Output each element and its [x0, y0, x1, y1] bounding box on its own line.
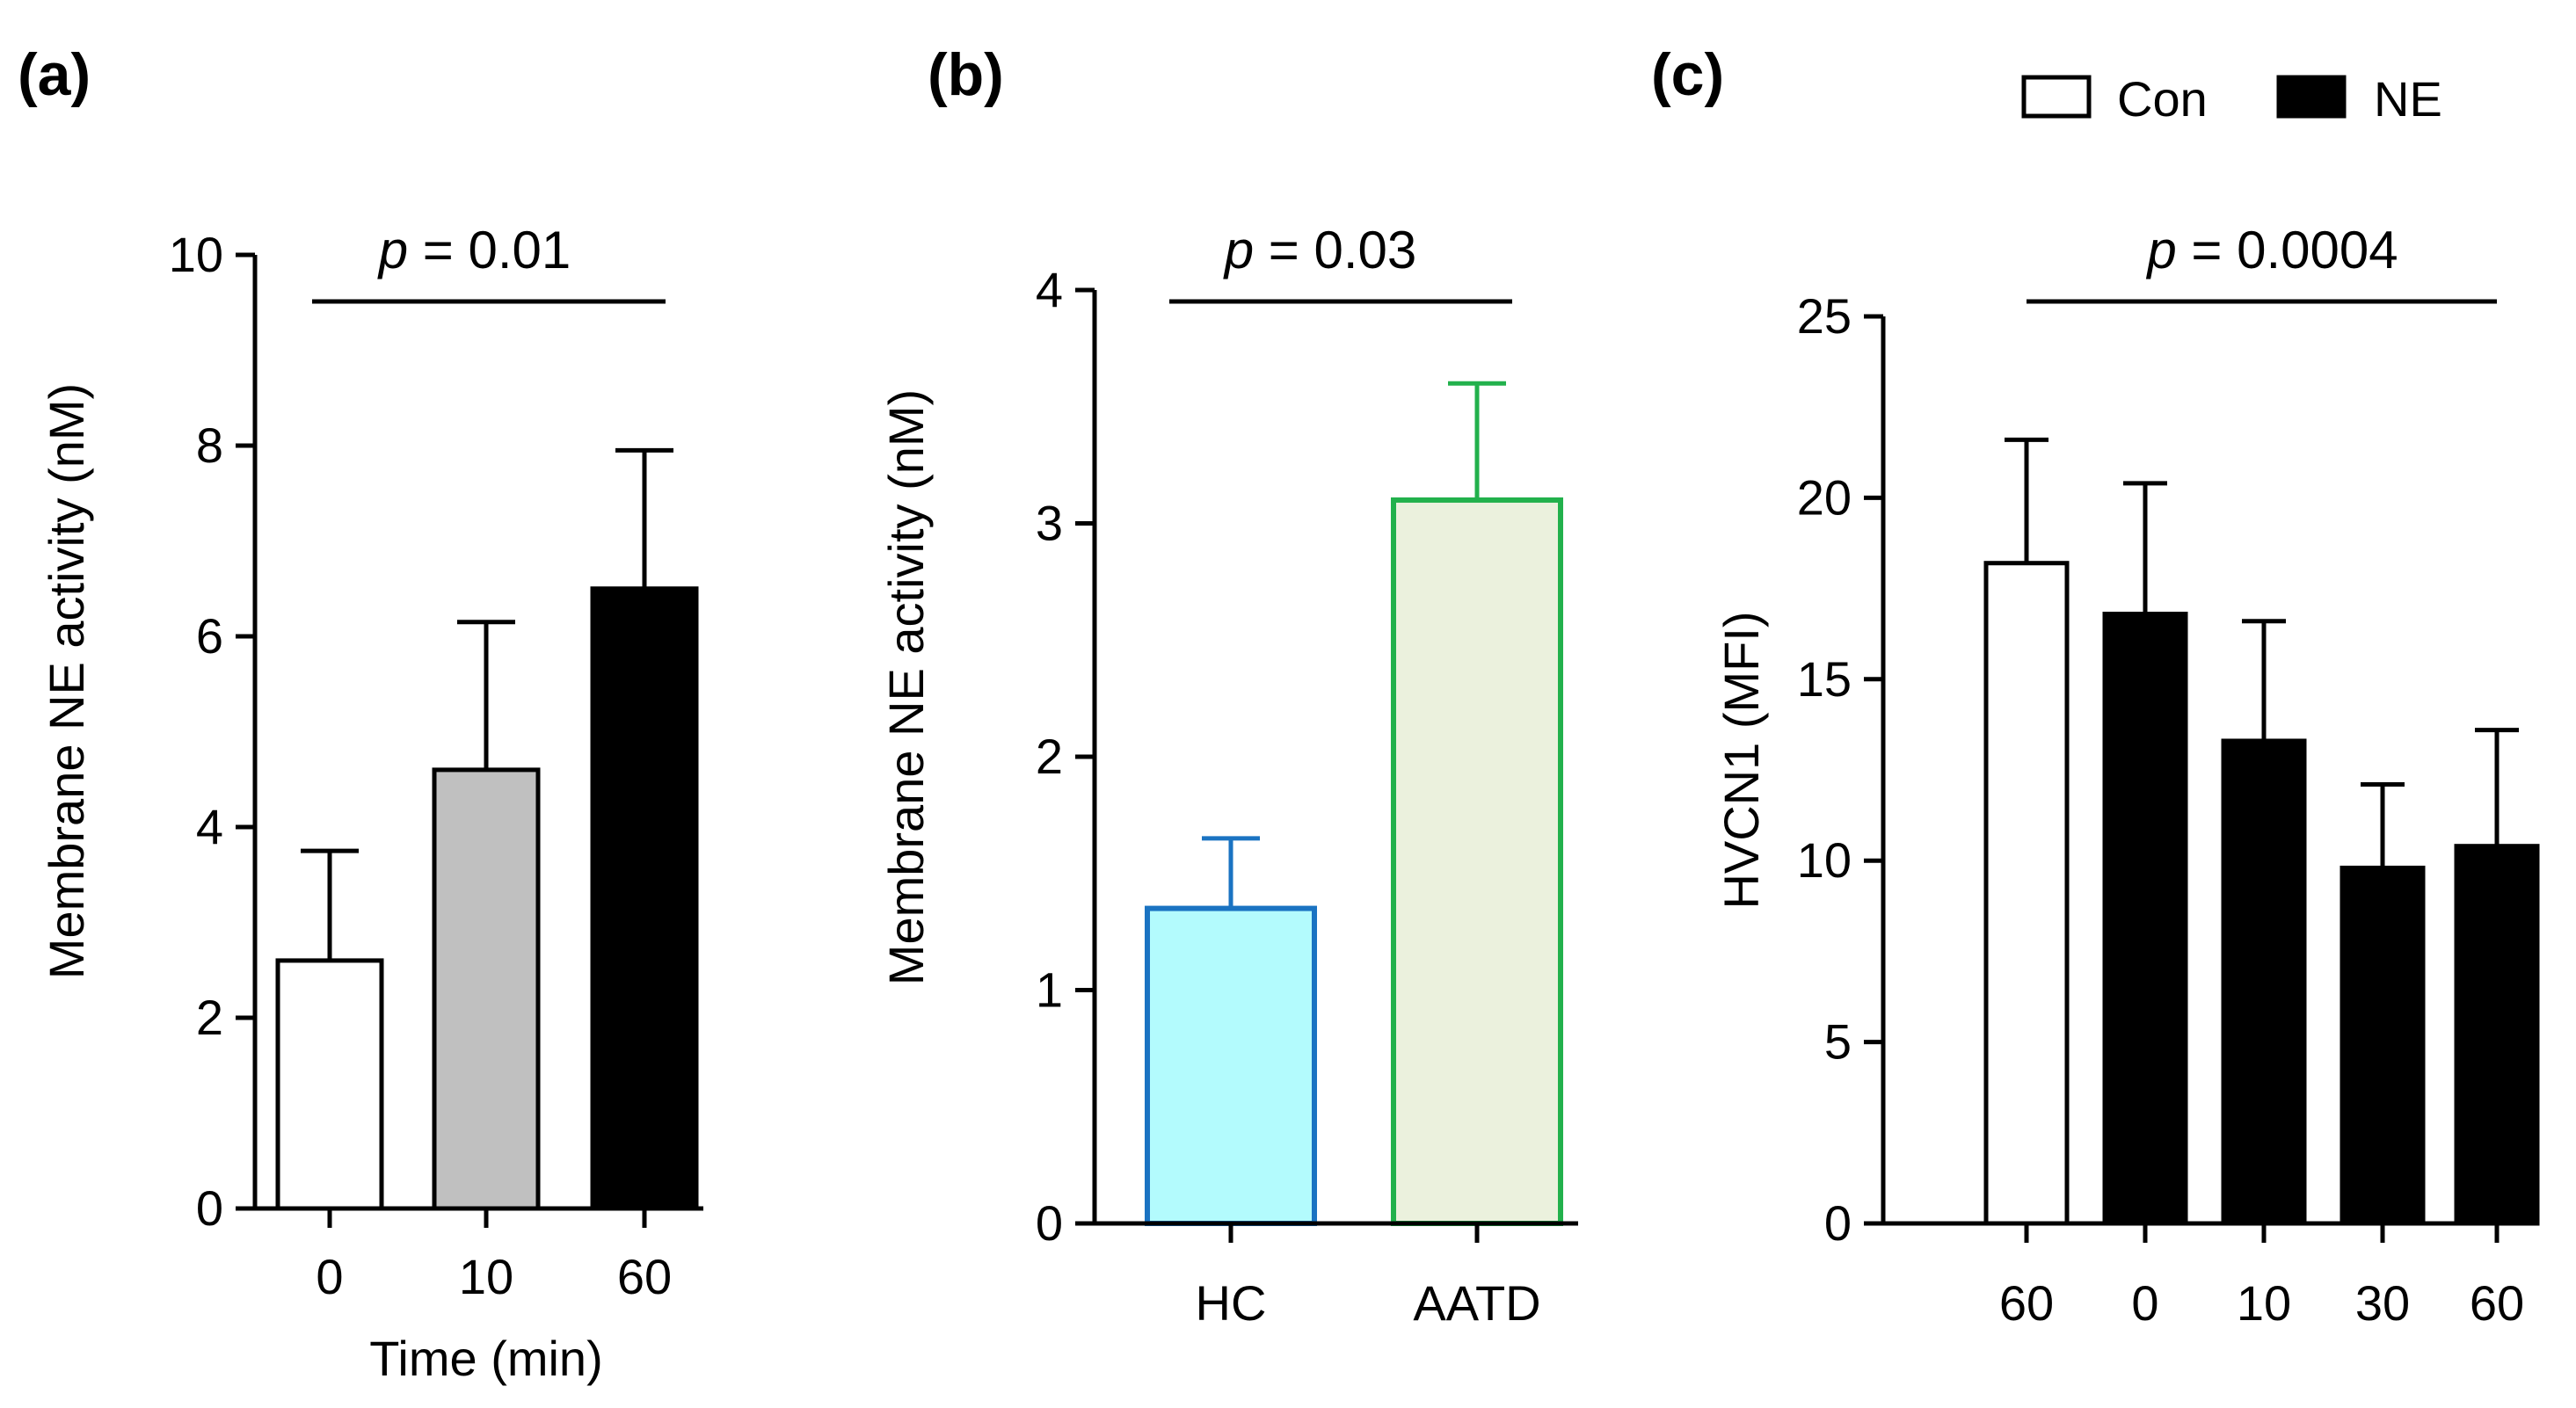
panel-c-y-tick-label: 15 — [1797, 651, 1852, 707]
panel-c-y-tick-label: 25 — [1797, 288, 1852, 344]
panel-c-bar — [2454, 844, 2540, 1226]
panel-b-x-tick-label: HC — [1196, 1275, 1267, 1331]
panel-b-y-tick-label: 4 — [1036, 262, 1063, 317]
panel-a-significance: p = 0.01 — [312, 221, 666, 304]
panel-a-errors — [301, 447, 673, 961]
panel-b-bar — [1145, 905, 1317, 1226]
panel-c-x-tick-label: 0 — [2131, 1275, 2158, 1331]
panel-c-bar — [1983, 561, 2070, 1226]
panel-b-y-tick-label: 1 — [1036, 962, 1063, 1018]
panel-c-xticks: 60 0 10 30 60 — [1999, 1223, 2524, 1331]
panel-b-p-value: p = 0.03 — [1223, 221, 1417, 279]
panel-b-bar — [1391, 497, 1563, 1226]
panel-b-yticks: 0 1 2 3 4 — [1036, 262, 1095, 1251]
panel-a-y-axis-title: Membrane NE activity (nM) — [39, 383, 94, 979]
panel-c-y-tick-label: 20 — [1797, 469, 1852, 525]
panel-c-letter: (c) — [1651, 41, 1724, 108]
panel-c-bar — [2221, 738, 2307, 1226]
panel-a-x-tick-label: 10 — [459, 1249, 513, 1304]
panel-a-y-tick-label: 4 — [196, 799, 223, 854]
panel-b-y-tick-label: 0 — [1036, 1195, 1063, 1251]
panel-c-y-tick-label: 10 — [1797, 832, 1852, 888]
panel-a-y-tick-label: 10 — [169, 227, 223, 282]
panel-a-xticks: 0 10 60 — [316, 1208, 672, 1304]
panel-a-x-axis-title: Time (min) — [369, 1331, 602, 1386]
panel-c-bar — [2340, 865, 2426, 1226]
panel-b-y-tick-label: 2 — [1036, 729, 1063, 784]
panel-c-y-tick-label: 0 — [1824, 1195, 1852, 1251]
panel-c-p-value: p = 0.0004 — [2145, 221, 2398, 279]
panel-c-legend: Con NE — [2021, 71, 2442, 127]
panel-b-x-tick-label: AATD — [1413, 1275, 1540, 1331]
panel-b-y-tick-label: 3 — [1036, 496, 1063, 551]
panel-b-letter: (b) — [928, 41, 1004, 108]
panel-b-p-text: = 0.03 — [1254, 221, 1416, 279]
panel-c-errors — [2005, 437, 2519, 868]
panel-c-axes — [1881, 316, 2532, 1226]
panel-b-xticks: HC AATD — [1196, 1223, 1541, 1331]
panel-b-significance: p = 0.03 — [1169, 221, 1512, 304]
panel-a-bar — [275, 958, 384, 1211]
legend-swatch-con — [2021, 75, 2092, 119]
panel-a-x-tick-label: 0 — [316, 1249, 343, 1304]
panel-c-yticks: 0 5 10 15 20 25 — [1797, 288, 1883, 1251]
panel-c-bars — [1983, 561, 2540, 1226]
panel-c-x-tick-label: 60 — [1999, 1275, 2054, 1331]
panel-c-y-axis-title: HVCN1 (MFI) — [1714, 611, 1769, 909]
panel-a: (a) 0 2 4 6 8 10 0 10 60 Time (min) Membrane NE… — [18, 41, 703, 1386]
panel-c-p-symbol: p — [2145, 221, 2176, 279]
panel-c-bar — [2102, 611, 2188, 1226]
panel-a-x-tick-label: 60 — [617, 1249, 672, 1304]
panel-a-y-tick-label: 0 — [196, 1180, 223, 1236]
panel-a-bar — [590, 586, 699, 1211]
panel-c-x-tick-label: 10 — [2237, 1275, 2291, 1331]
legend-label-ne: NE — [2374, 71, 2442, 127]
panel-b-bars — [1145, 497, 1563, 1226]
panel-c: (c) 0 5 10 15 20 25 60 0 10 30 60 HVCN1 (MFI) p =… — [1651, 41, 2540, 1331]
panel-a-y-tick-label: 2 — [196, 990, 223, 1045]
panel-a-yticks: 0 2 4 6 8 10 — [169, 227, 255, 1236]
panel-a-p-symbol: p — [377, 221, 408, 279]
panel-a-letter: (a) — [18, 41, 91, 108]
panel-c-x-tick-label: 30 — [2355, 1275, 2410, 1331]
panel-a-bar — [432, 767, 541, 1211]
panel-b: (b) 0 1 2 3 4 HC AATD Membrane NE activity (n… — [878, 41, 1578, 1331]
panel-b-p-symbol: p — [1223, 221, 1254, 279]
panel-a-y-tick-label: 8 — [196, 417, 223, 473]
panel-a-y-tick-label: 6 — [196, 608, 223, 664]
panel-b-errors — [1202, 381, 1506, 909]
panel-c-x-tick-label: 60 — [2470, 1275, 2524, 1331]
legend-label-con: Con — [2117, 71, 2208, 127]
panel-a-p-text: = 0.01 — [408, 221, 571, 279]
legend-swatch-ne — [2276, 75, 2347, 119]
panel-b-y-axis-title: Membrane NE activity (nM) — [878, 389, 934, 985]
panel-a-p-value: p = 0.01 — [377, 221, 571, 279]
panel-c-y-tick-label: 5 — [1824, 1014, 1852, 1070]
panel-c-p-text: = 0.0004 — [2177, 221, 2398, 279]
panel-c-significance: p = 0.0004 — [2027, 221, 2497, 304]
